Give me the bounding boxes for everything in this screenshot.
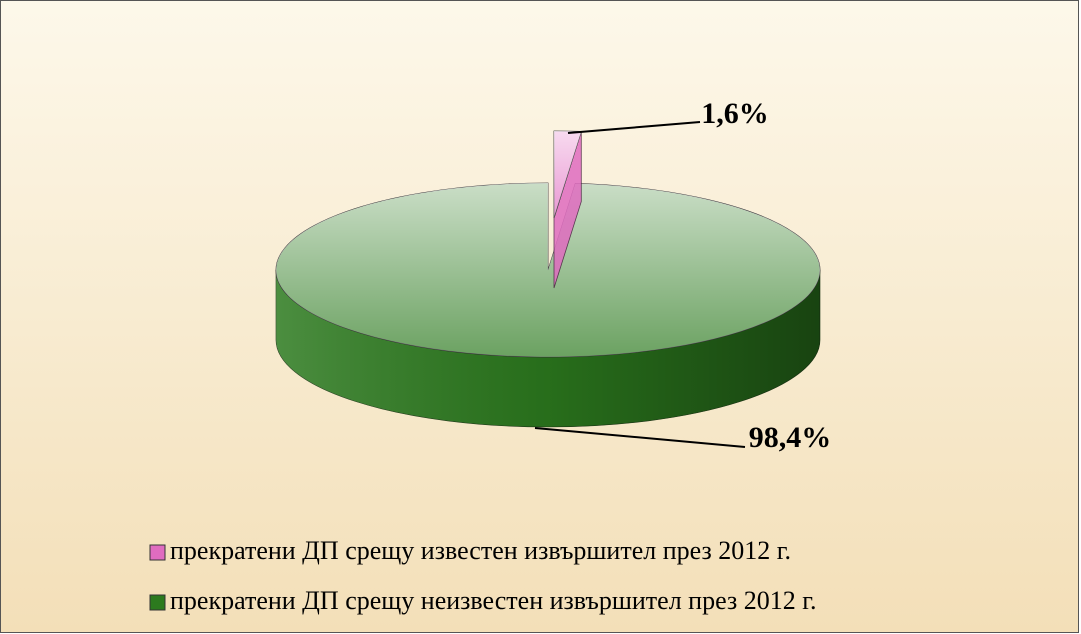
leader-line — [567, 121, 701, 134]
slice-side-shade — [276, 270, 820, 427]
data-label: 1,6% — [701, 97, 769, 130]
legend-label: прекратени ДП срещу известен извършител … — [170, 536, 791, 565]
legend-label: прекратени ДП срещу неизвестен извършите… — [170, 586, 816, 615]
data-label: 98,4% — [749, 421, 832, 454]
slice-shine — [554, 131, 582, 218]
leader-line — [534, 427, 746, 448]
slice-shine — [276, 183, 820, 357]
legend-swatch — [149, 544, 166, 561]
legend-swatch — [149, 594, 166, 611]
